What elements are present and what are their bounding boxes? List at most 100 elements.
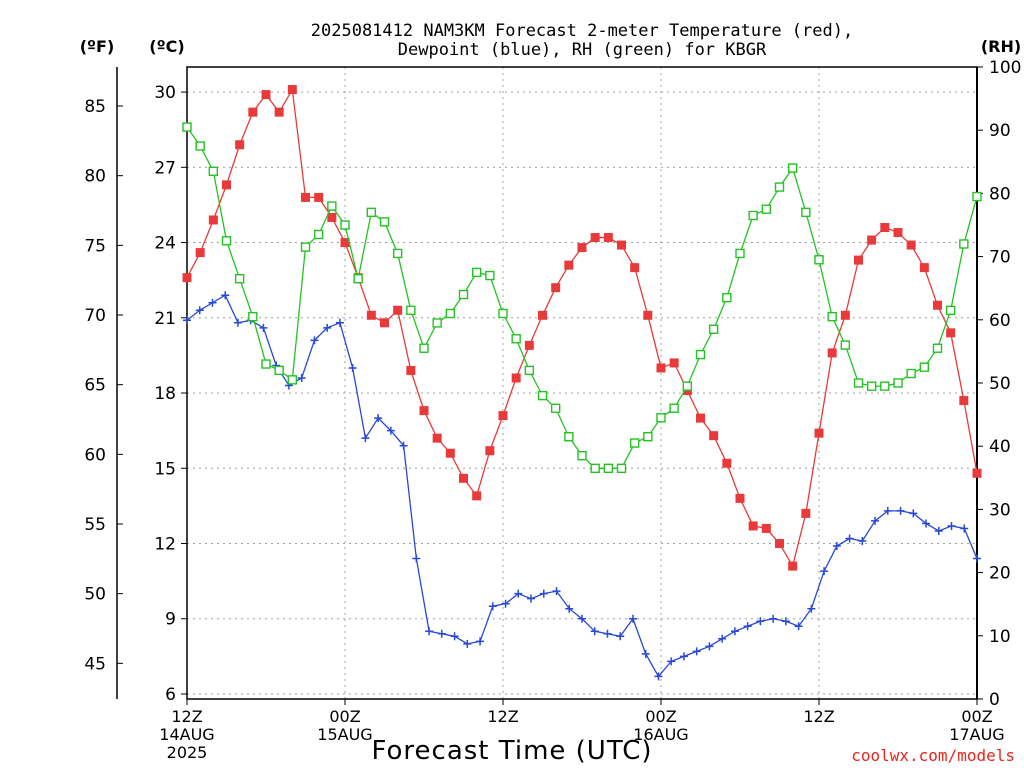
fahrenheit-tick-label: 60 <box>84 445 106 465</box>
temperature-data-point <box>656 363 666 373</box>
temperature-data-point <box>564 260 574 270</box>
dewpoint-data-point <box>973 554 981 563</box>
rh-data-point <box>406 305 416 316</box>
series-layer <box>182 85 982 681</box>
rh-tick-label: 60 <box>989 311 1011 331</box>
dewpoint-data-point <box>883 506 892 515</box>
temperature-data-point <box>261 90 271 100</box>
temperature-data-point <box>327 212 337 222</box>
temperature-data-point <box>643 310 653 320</box>
rh-data-point <box>959 239 969 249</box>
temperature-data-point <box>972 468 982 478</box>
dewpoint-data-point <box>590 627 599 636</box>
temperature-data-point <box>630 263 640 273</box>
rh-data-point <box>972 191 982 202</box>
temperature-data-point <box>801 508 811 518</box>
temperature-data-point <box>432 433 442 443</box>
rh-data-point <box>498 308 508 319</box>
dewpoint-data-point <box>781 617 790 626</box>
tick-labels: 6 9 12 15 18 21 24 27 30 45 50 55 60 65 70 75 80 85 0 10 20 3… <box>84 58 1021 762</box>
rh-tick-label: 90 <box>989 121 1011 141</box>
rh-data-point <box>524 365 535 376</box>
dewpoint-data-point <box>641 649 650 658</box>
rh-data-point <box>945 305 956 316</box>
dewpoint-data-point <box>845 534 854 543</box>
celsius-tick-label: 30 <box>154 83 176 103</box>
temperature-data-point <box>498 411 508 421</box>
x-tick-label: 00Z <box>645 707 676 726</box>
temperature-data-point <box>577 243 587 253</box>
dewpoint-data-point <box>488 602 497 611</box>
rh-tick-label: 80 <box>989 184 1011 204</box>
rh-tick-label: 10 <box>989 627 1011 647</box>
rh-data-point <box>656 413 666 423</box>
x-tick-label: 00Z <box>961 707 992 726</box>
temperature-data-point <box>788 561 798 571</box>
dewpoint-data-point <box>730 627 739 636</box>
rh-tick-label: 70 <box>989 248 1011 268</box>
rh-data-point <box>379 217 390 227</box>
temperature-data-point <box>235 140 245 150</box>
rh-data-point <box>234 274 245 284</box>
dewpoint-data-point <box>361 434 370 443</box>
x-tick-label: 00Z <box>329 707 360 726</box>
rh-data-point <box>564 432 574 442</box>
temperature-data-point <box>906 240 916 250</box>
x-tick-label: 12Z <box>803 707 834 726</box>
rh-data-point <box>682 381 693 391</box>
temperature-data-point <box>603 233 613 243</box>
dewpoint-data-point <box>233 318 242 327</box>
dewpoint-data-point <box>527 594 536 603</box>
dewpoint-data-point <box>947 521 956 530</box>
rh-data-point <box>774 182 785 192</box>
temperature-data-point <box>617 240 626 250</box>
temperature-data-point <box>840 310 850 320</box>
dewpoint-data-point <box>832 542 841 551</box>
rh-data-point <box>182 122 192 132</box>
dewpoint-data-point <box>297 373 306 382</box>
rh-data-point <box>866 381 877 391</box>
temperature-data-point <box>538 310 547 320</box>
fahrenheit-tick-label: 85 <box>84 97 106 117</box>
dewpoint-data-point <box>335 318 344 327</box>
dewpoint-data-point <box>463 639 472 648</box>
dewpoint-data-point <box>871 516 880 525</box>
rh-data-point <box>906 368 916 379</box>
x-tick-date-label: 14AUG <box>159 725 214 744</box>
temperature-data-point <box>669 358 679 368</box>
temperature-data-point <box>696 413 705 423</box>
rh-data-point <box>722 292 732 303</box>
dewpoint-data-point <box>705 642 714 651</box>
celsius-tick-label: 21 <box>154 309 176 329</box>
temperature-data-point <box>380 318 389 328</box>
temperature-data-point <box>274 107 284 117</box>
fahrenheit-tick-label: 70 <box>84 306 106 326</box>
temperature-data-point <box>393 305 403 315</box>
rh-data-point <box>761 204 772 214</box>
credit-text: coolwx.com/models <box>851 746 1015 765</box>
rh-data-point <box>577 450 587 461</box>
rh-data-point <box>340 220 350 230</box>
rh-data-point <box>787 163 798 173</box>
temperature-data-point <box>366 310 376 320</box>
rh-data-point <box>708 324 719 334</box>
rh-data-point <box>603 463 614 474</box>
temperature-data-point <box>208 215 218 225</box>
dewpoint-data-point <box>221 291 230 300</box>
dewpoint-data-point <box>896 506 905 515</box>
dewpoint-data-point <box>437 629 446 638</box>
celsius-tick-label: 9 <box>165 610 176 630</box>
temperature-data-point <box>472 491 482 501</box>
rh-data-point <box>669 403 679 413</box>
celsius-tick-label: 12 <box>154 535 176 555</box>
rh-data-point <box>471 267 482 278</box>
rh-data-point <box>287 375 298 385</box>
dewpoint-data-point <box>259 323 268 332</box>
dewpoint-data-point <box>399 441 408 450</box>
temperature-data-point <box>946 328 956 338</box>
rh-tick-label: 0 <box>989 690 1000 710</box>
temperature-data-point <box>195 248 205 258</box>
x-tick-date-label: 2025 <box>167 743 208 762</box>
temperature-data-point <box>340 238 350 248</box>
